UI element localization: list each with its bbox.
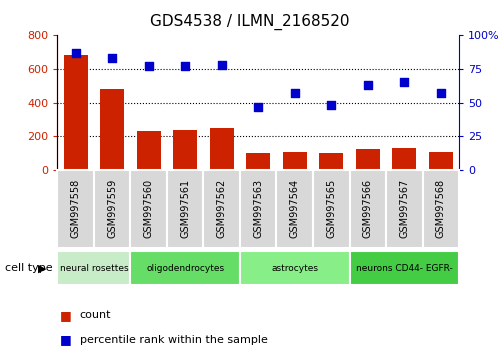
- Text: percentile rank within the sample: percentile rank within the sample: [80, 335, 268, 345]
- Text: GSM997566: GSM997566: [363, 179, 373, 239]
- Text: neural rosettes: neural rosettes: [59, 264, 128, 273]
- FancyBboxPatch shape: [349, 251, 459, 285]
- FancyBboxPatch shape: [94, 170, 130, 248]
- FancyBboxPatch shape: [349, 170, 386, 248]
- Bar: [137, 131, 161, 170]
- Text: ■: ■: [60, 333, 72, 346]
- Bar: [100, 89, 124, 170]
- Text: GSM997559: GSM997559: [107, 179, 117, 239]
- Text: astrocytes: astrocytes: [271, 264, 318, 273]
- Text: ▶: ▶: [38, 263, 47, 273]
- FancyBboxPatch shape: [276, 170, 313, 248]
- FancyBboxPatch shape: [423, 170, 459, 248]
- FancyBboxPatch shape: [240, 251, 349, 285]
- Text: cell type: cell type: [5, 263, 52, 273]
- Text: GSM997567: GSM997567: [399, 179, 409, 239]
- FancyBboxPatch shape: [386, 170, 423, 248]
- Point: [327, 103, 335, 108]
- FancyBboxPatch shape: [57, 251, 130, 285]
- Bar: [429, 152, 453, 170]
- Text: GSM997564: GSM997564: [290, 179, 300, 239]
- Text: neurons CD44- EGFR-: neurons CD44- EGFR-: [356, 264, 453, 273]
- Text: GSM997562: GSM997562: [217, 179, 227, 239]
- Point: [108, 56, 116, 61]
- FancyBboxPatch shape: [130, 170, 167, 248]
- Point: [218, 62, 226, 68]
- Text: count: count: [80, 310, 111, 320]
- Bar: [283, 152, 306, 170]
- Text: GSM997565: GSM997565: [326, 179, 336, 239]
- Bar: [173, 130, 197, 170]
- Point: [364, 82, 372, 88]
- Point: [400, 80, 408, 85]
- FancyBboxPatch shape: [57, 170, 94, 248]
- Point: [181, 63, 189, 69]
- Text: GSM997563: GSM997563: [253, 179, 263, 239]
- Text: GSM997561: GSM997561: [180, 179, 190, 239]
- Bar: [392, 148, 416, 170]
- Bar: [247, 153, 270, 170]
- FancyBboxPatch shape: [130, 251, 240, 285]
- Point: [254, 104, 262, 109]
- Point: [145, 63, 153, 69]
- FancyBboxPatch shape: [167, 170, 204, 248]
- Text: ■: ■: [60, 309, 72, 321]
- Point: [291, 90, 299, 96]
- Text: GSM997568: GSM997568: [436, 179, 446, 239]
- Text: GSM997560: GSM997560: [144, 179, 154, 239]
- Bar: [64, 55, 87, 170]
- Point: [72, 50, 80, 56]
- FancyBboxPatch shape: [313, 170, 349, 248]
- Bar: [210, 128, 234, 170]
- Text: GDS4538 / ILMN_2168520: GDS4538 / ILMN_2168520: [150, 14, 349, 30]
- Bar: [319, 153, 343, 170]
- Bar: [356, 149, 380, 170]
- Text: oligodendrocytes: oligodendrocytes: [146, 264, 224, 273]
- FancyBboxPatch shape: [240, 170, 276, 248]
- FancyBboxPatch shape: [204, 170, 240, 248]
- Point: [437, 90, 445, 96]
- Text: GSM997558: GSM997558: [71, 179, 81, 239]
